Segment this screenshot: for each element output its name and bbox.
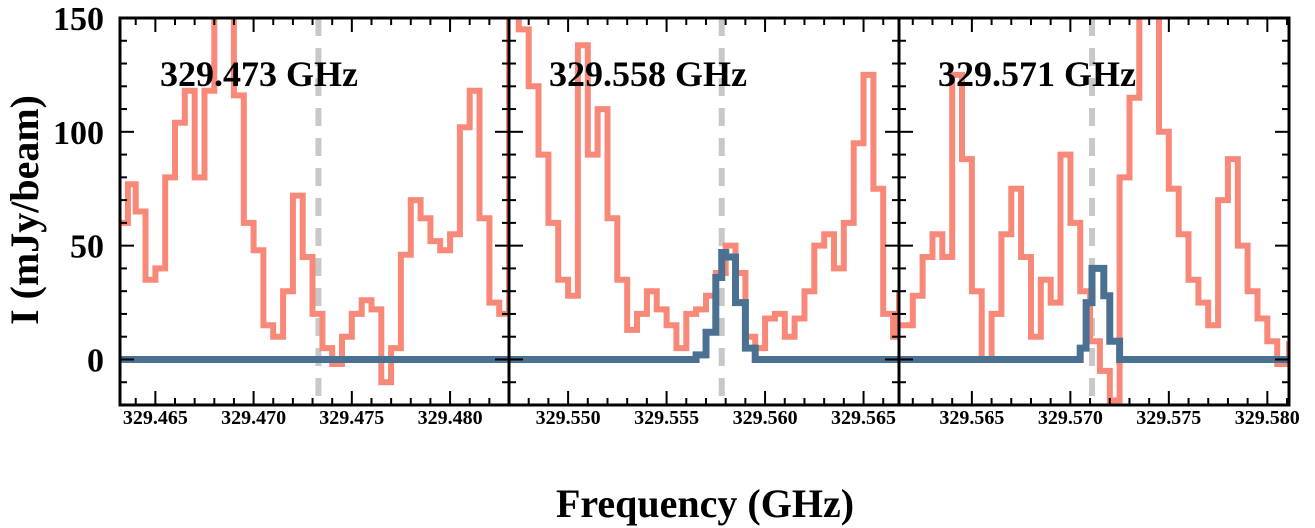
y-ticks <box>120 17 509 406</box>
y-tick-label: 0 <box>87 343 104 380</box>
observed-spectrum-line <box>899 18 1289 404</box>
x-ticks <box>508 18 885 405</box>
model-spectrum-line <box>899 264 1289 363</box>
y-tick-label: 50 <box>70 229 104 266</box>
plot-area <box>897 16 1291 407</box>
x-tick-label: 329.475 <box>319 407 384 429</box>
plot-area <box>507 16 901 407</box>
y-ticks <box>509 17 899 406</box>
panel-1: 329.473 GHz 329.465 329.470 329.475 329.… <box>118 16 511 429</box>
x-tick-label: 329.560 <box>733 407 798 429</box>
x-tick-labels: 329.465 329.470 329.475 329.480 <box>123 407 483 429</box>
panel-label: 329.571 GHz <box>938 54 1136 94</box>
y-ticks <box>899 17 1289 406</box>
y-tick-label: 100 <box>53 115 104 152</box>
x-tick-label: 329.580 <box>1235 407 1300 429</box>
x-ticks <box>134 18 510 405</box>
x-tick-label: 329.565 <box>831 407 896 429</box>
x-tick-labels: 329.565 329.570 329.575 329.580 <box>939 407 1299 429</box>
series-group <box>509 18 899 405</box>
observed-spectrum-line <box>515 18 899 352</box>
series-group <box>120 18 509 405</box>
x-axis-label: Frequency (GHz) <box>556 481 854 526</box>
plot-frame <box>897 16 1291 407</box>
x-tick-label: 329.470 <box>221 407 286 429</box>
y-axis-label: I (mJy/beam) <box>2 95 47 325</box>
x-tick-label: 329.570 <box>1038 407 1103 429</box>
panel-3: 329.571 GHz 329.565 329.570 329.575 329.… <box>897 16 1300 429</box>
model-spectrum-line <box>509 249 899 363</box>
x-tick-label: 329.480 <box>418 407 483 429</box>
panel-label: 329.473 GHz <box>160 54 358 94</box>
y-tick-labels: 0 50 100 150 <box>53 1 104 380</box>
y-tick-label: 150 <box>53 1 104 38</box>
x-tick-label: 329.550 <box>536 407 601 429</box>
x-tick-label: 329.555 <box>634 407 699 429</box>
panel-label: 329.558 GHz <box>549 54 747 94</box>
observed-spectrum-line <box>120 18 509 386</box>
x-tick-label: 329.465 <box>123 407 188 429</box>
x-ticks <box>911 18 1289 405</box>
series-group <box>899 18 1289 405</box>
x-tick-labels: 329.550 329.555 329.560 329.565 <box>536 407 896 429</box>
panel-2: 329.558 GHz 329.550 329.555 329.560 329.… <box>507 16 901 429</box>
x-tick-label: 329.575 <box>1136 407 1201 429</box>
x-tick-label: 329.565 <box>939 407 1004 429</box>
